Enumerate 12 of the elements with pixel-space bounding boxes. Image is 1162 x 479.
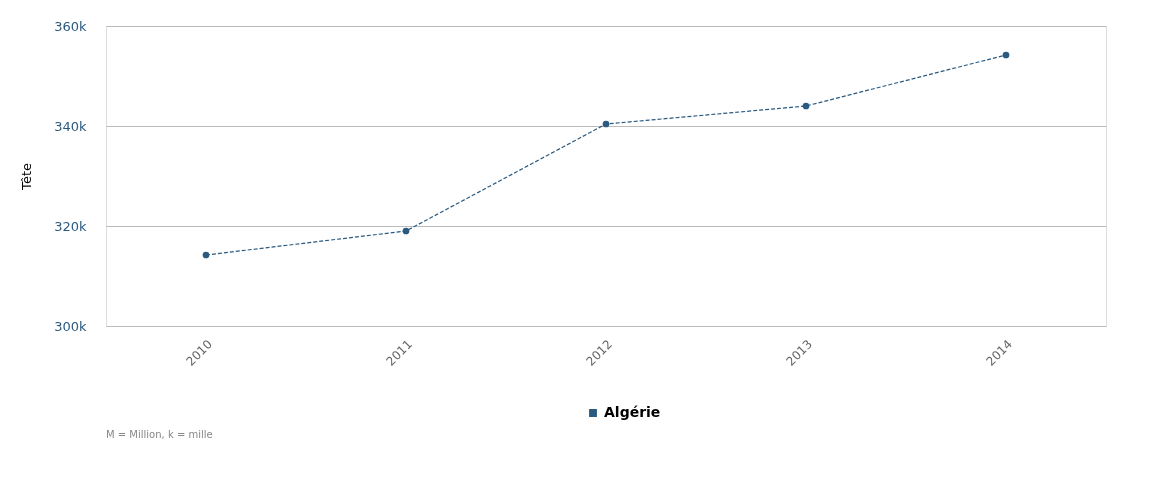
point bbox=[202, 251, 210, 259]
y-axis-title: Tête bbox=[19, 162, 35, 192]
point bbox=[602, 120, 610, 128]
y-tick-label: 320k bbox=[54, 218, 87, 234]
y-tick-label: 360k bbox=[54, 18, 87, 34]
point bbox=[402, 227, 410, 235]
y-tick-label: 300k bbox=[54, 318, 87, 334]
y-tick-label: 340k bbox=[54, 118, 87, 134]
legend-label: Algérie bbox=[604, 404, 661, 420]
point bbox=[1002, 51, 1010, 59]
text: M = Million, k = mille bbox=[106, 429, 213, 440]
point bbox=[802, 102, 810, 110]
